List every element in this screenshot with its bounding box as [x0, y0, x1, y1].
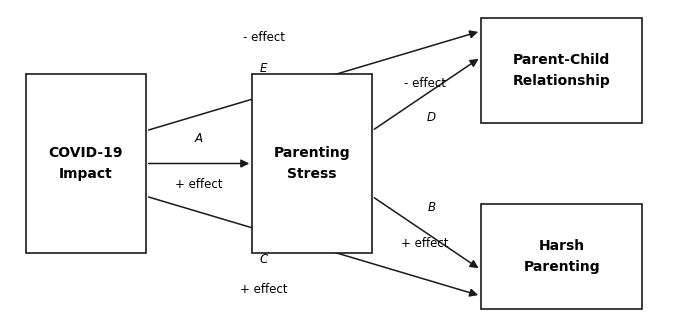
Bar — [481, 18, 642, 123]
Text: A: A — [195, 132, 203, 146]
Bar — [252, 74, 371, 253]
Text: - effect: - effect — [403, 77, 446, 90]
Text: Parenting
Stress: Parenting Stress — [273, 146, 350, 181]
Text: Harsh
Parenting: Harsh Parenting — [523, 239, 600, 274]
Text: + effect: + effect — [240, 283, 288, 296]
Text: D: D — [427, 111, 436, 124]
Text: Parent-Child
Relationship: Parent-Child Relationship — [513, 53, 610, 88]
Text: COVID-19
Impact: COVID-19 Impact — [49, 146, 123, 181]
Text: B: B — [427, 201, 436, 214]
Bar — [26, 74, 145, 253]
Text: C: C — [260, 253, 268, 267]
Text: + effect: + effect — [175, 178, 223, 191]
Text: + effect: + effect — [401, 237, 449, 250]
Text: - effect: - effect — [242, 31, 285, 44]
Bar — [481, 204, 642, 309]
Text: E: E — [260, 62, 267, 75]
